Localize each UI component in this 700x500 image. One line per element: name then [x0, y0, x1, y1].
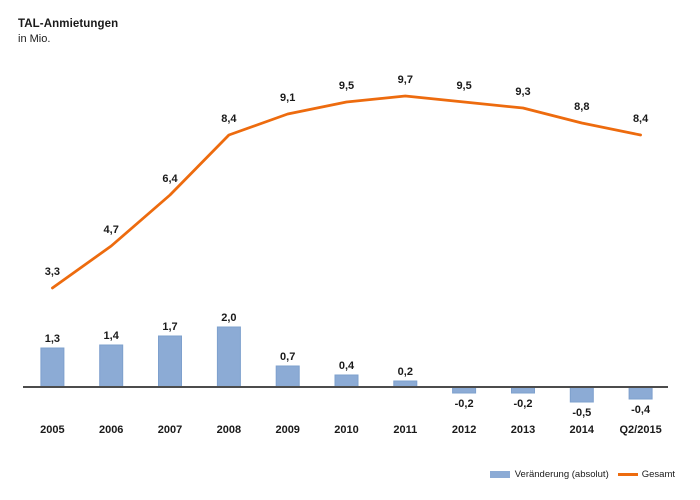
bar-value-label: 0,7 — [280, 351, 295, 363]
chart-title: TAL-Anmietungen — [18, 18, 119, 30]
gesamt-line — [51, 94, 642, 290]
line-value-label: 3,3 — [45, 266, 60, 278]
x-axis-label-2005: 2005 — [40, 424, 64, 436]
bar-2014 — [569, 386, 594, 403]
x-axis-label-2012: 2012 — [452, 424, 476, 436]
line-value-label: 9,5 — [339, 80, 354, 92]
bar-value-label: 2,0 — [221, 312, 236, 324]
chart-subtitle: in Mio. — [18, 33, 51, 46]
bar-value-label: -0,2 — [455, 398, 474, 410]
bar-value-label: -0,4 — [631, 404, 651, 416]
legend-bar-label: Veränderung (absolut) — [514, 469, 609, 480]
bar-2006 — [99, 344, 124, 388]
bar-value-label: 0,4 — [339, 360, 355, 372]
x-axis-label-2011: 2011 — [393, 424, 417, 436]
x-axis-label-2008: 2008 — [217, 424, 241, 436]
bar-value-label: -0,5 — [572, 407, 591, 419]
line-value-label: 9,1 — [280, 92, 295, 104]
title-block: TAL-Anmietungen in Mio. — [18, 17, 118, 47]
legend-line-label: Gesamt — [641, 469, 675, 480]
bar-2008 — [216, 326, 241, 388]
bar-value-label: 1,7 — [162, 321, 177, 333]
bar-value-label: 1,3 — [45, 333, 60, 345]
legend: Veränderung (absolut) Gesamt — [489, 469, 675, 480]
line-value-label: 8,4 — [633, 113, 649, 125]
x-axis-label-2006: 2006 — [99, 424, 123, 436]
x-axis-label-2013: 2013 — [511, 424, 535, 436]
bar-value-label: 0,2 — [398, 366, 413, 378]
x-axis-label-Q2/2015: Q2/2015 — [619, 424, 661, 436]
bar-Q2/2015 — [628, 386, 653, 400]
line-value-label: 8,4 — [221, 113, 237, 125]
bar-2007 — [158, 335, 182, 388]
line-value-label: 9,5 — [456, 80, 471, 92]
x-axis-label-2010: 2010 — [334, 424, 358, 436]
x-axis-label-2009: 2009 — [275, 424, 299, 436]
line-value-label: 8,8 — [574, 101, 589, 113]
x-axis-label-2014: 2014 — [570, 424, 595, 436]
bar-2009 — [275, 365, 300, 388]
x-axis-label-2007: 2007 — [158, 424, 182, 436]
bar-2005 — [40, 347, 65, 388]
bar-value-label: 1,4 — [104, 330, 120, 342]
line-value-label: 9,7 — [398, 74, 413, 86]
legend-line-swatch — [617, 473, 638, 476]
bar-2010 — [334, 374, 359, 388]
line-value-label: 6,4 — [162, 173, 178, 185]
legend-bar-swatch — [489, 471, 510, 478]
line-value-label: 9,3 — [515, 86, 530, 98]
bar-value-label: -0,2 — [514, 398, 533, 410]
line-value-label: 4,7 — [104, 224, 119, 236]
